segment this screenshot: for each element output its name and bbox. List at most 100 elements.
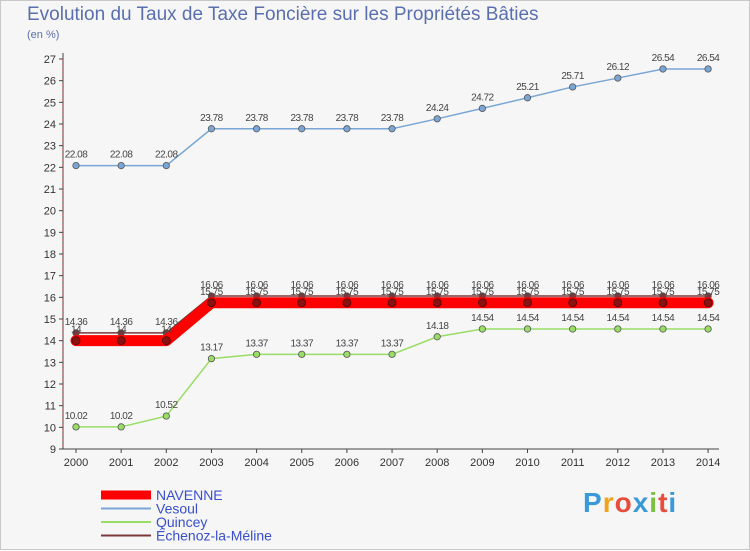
data-label-quincey: 13.37 [245,338,268,349]
y-tick-label: 19 [44,227,56,239]
data-label-navenne: 14 [71,325,82,336]
data-point-vesoul [207,125,216,133]
y-tick-label: 26 [44,76,56,88]
data-point-quincey [433,333,441,341]
data-point-vesoul [162,162,170,170]
data-label-quincey: 10.02 [65,411,88,422]
data-point-navenne [116,336,126,346]
legend-label--chenoz-la-m-line: Échenoz-la-Méline [156,528,272,544]
data-point-quincey [614,325,622,333]
data-point-vesoul [704,65,712,73]
data-label-quincey: 14.54 [516,313,539,324]
y-tick-label: 27 [44,54,56,66]
data-point-navenne [568,298,578,308]
y-tick-label: 9 [50,444,56,456]
data-point-navenne [387,298,397,308]
logo-letter: x [632,487,650,518]
data-label-quincey: 10.52 [155,400,178,411]
data-label--chenoz-la-m-line: 16.06 [561,280,584,291]
data-label--chenoz-la-m-line: 16.06 [697,280,720,291]
data-label-vesoul: 24.72 [471,92,494,103]
data-point-quincey [523,325,532,333]
data-point-vesoul [433,115,441,123]
y-tick-label: 23 [44,141,56,153]
x-tick-label: 2004 [244,457,268,469]
y-tick-label: 14 [44,336,56,348]
data-label-navenne: 15.75 [607,287,630,298]
x-tick-label: 2006 [335,457,359,469]
data-label--chenoz-la-m-line: 16.06 [652,280,675,291]
unit-label: (en %) [27,29,60,41]
logo-letter: t [658,487,669,518]
data-point-quincey [253,350,261,358]
data-point-navenne [161,336,171,346]
data-label-quincey: 14.54 [607,313,630,324]
data-point-quincey [704,325,712,333]
data-label--chenoz-la-m-line: 16.06 [290,280,313,291]
data-point-vesoul [569,83,577,91]
x-tick-label: 2002 [154,457,178,469]
data-point-quincey [478,325,486,333]
data-label--chenoz-la-m-line: 16.06 [245,280,268,291]
y-tick-label: 16 [44,292,56,304]
data-point-vesoul [343,125,351,133]
data-label-quincey: 14.54 [652,313,675,324]
y-tick-label: 17 [44,271,56,283]
data-point-quincey [343,350,351,358]
data-point-navenne [613,298,623,308]
logo-letter: i [668,487,678,518]
data-label-vesoul: 23.78 [336,113,359,124]
x-tick-label: 2013 [651,457,675,469]
data-label--chenoz-la-m-line: 16.06 [607,280,630,291]
data-point-navenne [71,336,81,346]
data-label-navenne: 15.75 [426,287,449,298]
data-label-navenne: 15.75 [381,287,404,298]
x-tick-label: 2014 [696,457,720,469]
data-label-vesoul: 24.24 [426,103,449,114]
y-tick-label: 21 [44,184,56,196]
data-point-vesoul [117,162,125,170]
data-point-quincey [162,412,170,420]
data-label-quincey: 10.02 [110,411,133,422]
data-label--chenoz-la-m-line: 16.06 [336,280,359,291]
logo-letter: P [583,487,603,518]
data-label-vesoul: 22.08 [65,150,88,161]
x-tick-label: 2005 [290,457,314,469]
data-point-quincey [569,325,577,333]
data-point-navenne [658,298,668,308]
data-label-vesoul: 22.08 [155,150,178,161]
x-tick-label: 2009 [470,457,494,469]
y-tick-label: 22 [44,162,56,174]
data-label-vesoul: 23.78 [290,113,313,124]
data-label-vesoul: 26.12 [607,62,630,73]
data-label-vesoul: 26.54 [697,53,720,64]
data-point-quincey [388,350,396,358]
data-label-navenne: 14 [161,325,172,336]
data-point-navenne [477,298,487,308]
y-tick-label: 24 [44,119,56,131]
data-label-navenne: 14 [116,325,127,336]
data-point-navenne [523,298,532,308]
data-label-vesoul: 26.54 [652,53,675,64]
logo-letter: r [602,487,615,518]
data-label-vesoul: 25.21 [516,82,539,93]
data-label-quincey: 13.37 [290,338,313,349]
data-point-vesoul [659,65,667,73]
data-label-navenne: 15.75 [471,287,494,298]
data-label--chenoz-la-m-line: 16.06 [200,280,223,291]
data-label-vesoul: 23.78 [245,113,268,124]
y-tick-label: 11 [45,401,56,413]
data-label--chenoz-la-m-line: 16.06 [381,280,404,291]
data-label-navenne: 15.75 [290,287,313,298]
data-label--chenoz-la-m-line: 16.06 [516,280,539,291]
data-point-vesoul [253,125,261,133]
data-point-navenne [297,298,307,308]
x-tick-label: 2011 [561,457,585,469]
data-label-navenne: 15.75 [200,287,223,298]
data-label--chenoz-la-m-line: 14.36 [110,317,133,328]
data-point-quincey [659,325,667,333]
data-label-quincey: 14.54 [561,313,584,324]
x-tick-label: 2008 [425,457,449,469]
